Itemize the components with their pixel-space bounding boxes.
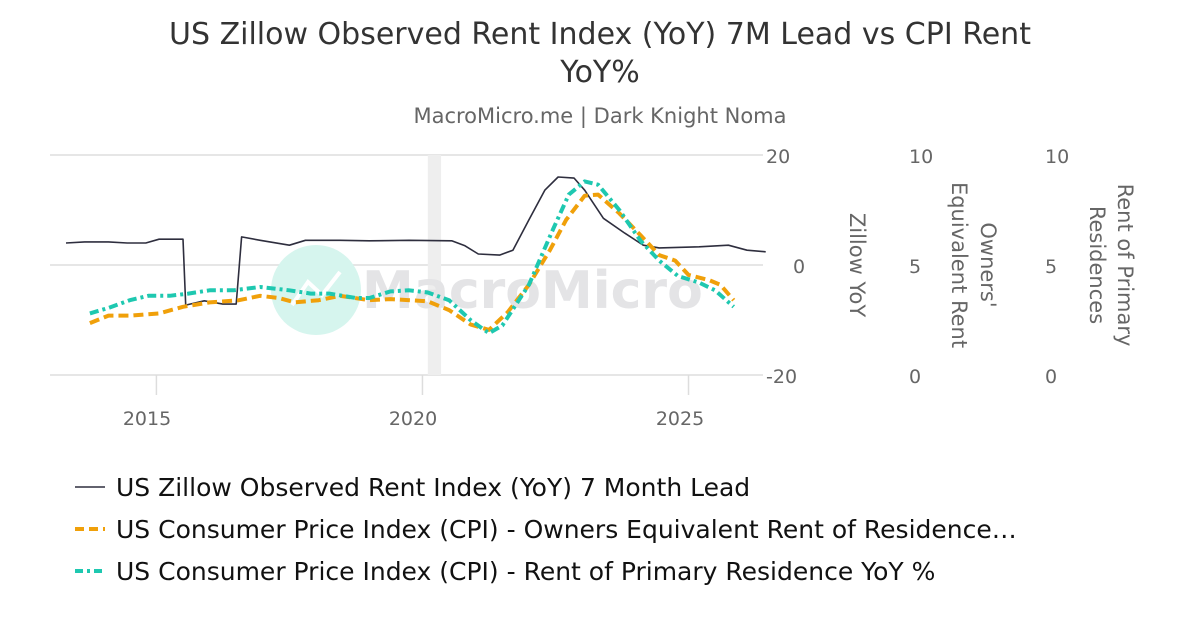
series-line-zillow[interactable] [65,176,766,306]
legend-label-rent[interactable]: US Consumer Price Index (CPI) - Rent of … [116,557,935,586]
zillow-tick-20: 20 [766,146,790,168]
series-group [65,176,766,336]
oer-axis-title-line-1: Owners' [976,222,1000,307]
rent-tick-10: 10 [1045,146,1069,168]
shaded-band [427,155,442,375]
legend: US Zillow Observed Rent Index (YoY) 7 Mo… [75,473,1017,586]
oer-tick-5: 5 [909,256,921,278]
legend-item-oer[interactable]: US Consumer Price Index (CPI) - Owners E… [75,515,1017,544]
x-tick-label: 2015 [123,408,171,430]
axes: 2015 2020 2025 20 0 -20 Zillow YoY 10 5 … [123,146,1137,430]
legend-item-rent[interactable]: US Consumer Price Index (CPI) - Rent of … [75,557,935,586]
zillow-tick-0: 0 [793,256,805,278]
series-line-oer[interactable] [89,192,736,332]
grid [50,154,763,395]
series-line-rent[interactable] [89,179,736,336]
legend-label-oer[interactable]: US Consumer Price Index (CPI) - Owners E… [116,515,1017,544]
rent-tick-0: 0 [1045,366,1057,388]
rent-axis-title-line-2: Residences [1085,206,1109,324]
zillow-axis-title: Zillow YoY [845,213,869,317]
chart-subtitle: MacroMicro.me | Dark Knight Noma [413,104,786,129]
legend-label-zillow[interactable]: US Zillow Observed Rent Index (YoY) 7 Mo… [116,473,750,502]
oer-tick-0: 0 [909,366,921,388]
rent-axis-title-line-1: Rent of Primary [1113,184,1137,347]
legend-item-zillow[interactable]: US Zillow Observed Rent Index (YoY) 7 Mo… [75,473,750,502]
oer-tick-10: 10 [909,146,933,168]
zillow-tick-neg20: -20 [766,366,797,388]
x-tick-label: 2025 [656,408,704,430]
oer-axis-title-line-2: Equivalent Rent [947,182,971,348]
x-tick-label: 2020 [389,408,437,430]
chart-title-line-1: US Zillow Observed Rent Index (YoY) 7M L… [169,17,1031,52]
rent-tick-5: 5 [1045,256,1057,278]
chart-title-line-2: YoY% [559,55,640,90]
watermark: MacroMicro [271,245,703,335]
